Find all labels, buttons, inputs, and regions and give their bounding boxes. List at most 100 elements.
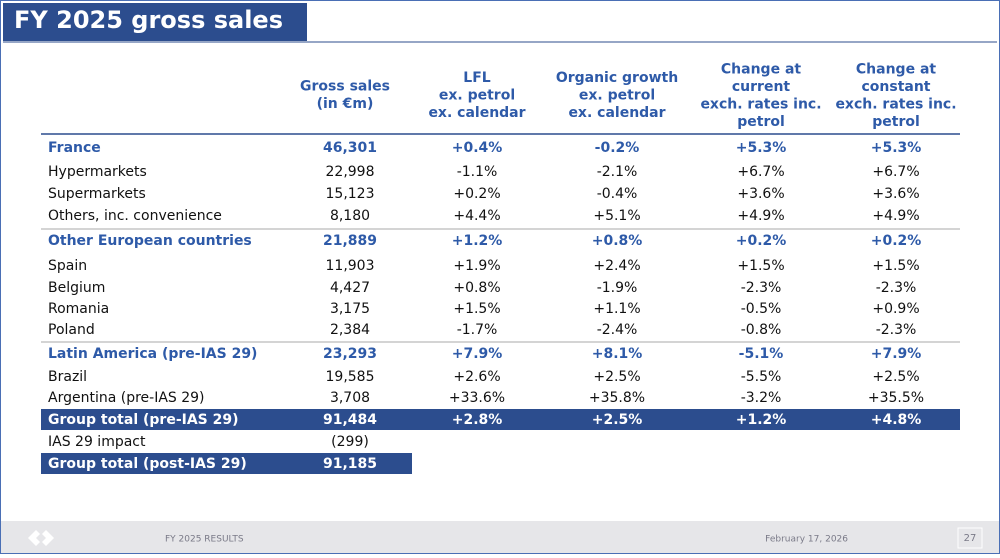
column-header: current bbox=[732, 79, 791, 95]
row-label: Romania bbox=[48, 301, 109, 317]
cell: +2.8% bbox=[452, 412, 503, 428]
cell: 46,301 bbox=[323, 140, 377, 156]
cell: +1.2% bbox=[736, 412, 787, 428]
cell: +0.2% bbox=[736, 233, 787, 249]
cell: +0.8% bbox=[592, 233, 643, 249]
cell: -5.1% bbox=[739, 346, 784, 362]
total-bar bbox=[41, 453, 412, 474]
row-label: Other European countries bbox=[48, 233, 252, 249]
cell: 19,585 bbox=[326, 369, 375, 385]
cell: 3,708 bbox=[330, 390, 370, 406]
column-header: constant bbox=[861, 79, 930, 95]
cell: -5.5% bbox=[741, 369, 782, 385]
cell: +6.7% bbox=[872, 164, 919, 180]
cell: +0.2% bbox=[453, 186, 500, 202]
row-label: Poland bbox=[48, 322, 95, 338]
cell: -2.4% bbox=[597, 322, 638, 338]
row-label: Group total (post-IAS 29) bbox=[48, 456, 247, 472]
cell: 91,185 bbox=[323, 456, 377, 472]
cell: +4.9% bbox=[872, 208, 919, 224]
cell: +0.9% bbox=[872, 301, 919, 317]
cell: -0.4% bbox=[597, 186, 638, 202]
column-header: exch. rates inc. bbox=[700, 97, 821, 113]
cell: +5.1% bbox=[593, 208, 640, 224]
row-label: France bbox=[48, 140, 101, 156]
cell: +35.8% bbox=[589, 390, 645, 406]
cell: +4.9% bbox=[737, 208, 784, 224]
row-label: Belgium bbox=[48, 280, 105, 296]
footer-label: FY 2025 RESULTS bbox=[165, 535, 244, 545]
cell: +2.5% bbox=[872, 369, 919, 385]
column-header: ex. petrol bbox=[439, 88, 515, 104]
cell: 22,998 bbox=[326, 164, 375, 180]
column-header: LFL bbox=[463, 70, 490, 86]
row-label: IAS 29 impact bbox=[48, 434, 146, 450]
row-label: Supermarkets bbox=[48, 186, 146, 202]
column-header: Gross sales bbox=[300, 79, 390, 95]
cell: 15,123 bbox=[326, 186, 375, 202]
footer-date: February 17, 2026 bbox=[765, 535, 848, 545]
cell: +5.3% bbox=[871, 140, 922, 156]
cell: +6.7% bbox=[737, 164, 784, 180]
cell: +35.5% bbox=[868, 390, 924, 406]
total-bar bbox=[41, 409, 960, 430]
cell: -0.2% bbox=[595, 140, 640, 156]
cell: +0.8% bbox=[453, 280, 500, 296]
row-label: Argentina (pre-IAS 29) bbox=[48, 390, 205, 406]
cell: 11,903 bbox=[326, 258, 375, 274]
cell: -3.2% bbox=[741, 390, 782, 406]
cell: -2.1% bbox=[597, 164, 638, 180]
cell: +1.1% bbox=[593, 301, 640, 317]
cell: +8.1% bbox=[592, 346, 643, 362]
row-label: Brazil bbox=[48, 369, 87, 385]
column-header: ex. calendar bbox=[568, 105, 665, 121]
cell: -0.5% bbox=[741, 301, 782, 317]
title: FY 2025 gross sales bbox=[14, 6, 283, 34]
cell: +33.6% bbox=[449, 390, 505, 406]
cell: +4.4% bbox=[453, 208, 500, 224]
cell: 8,180 bbox=[330, 208, 370, 224]
cell: 23,293 bbox=[323, 346, 377, 362]
cell: +3.6% bbox=[872, 186, 919, 202]
column-header: Organic growth bbox=[556, 70, 678, 86]
cell: +0.2% bbox=[871, 233, 922, 249]
row-label: Hypermarkets bbox=[48, 164, 147, 180]
column-header: ex. petrol bbox=[579, 88, 655, 104]
page-box bbox=[957, 527, 983, 549]
cell: +2.5% bbox=[593, 369, 640, 385]
cell: +2.6% bbox=[453, 369, 500, 385]
cell: +4.8% bbox=[871, 412, 922, 428]
column-header: ex. calendar bbox=[428, 105, 525, 121]
cell: -1.7% bbox=[457, 322, 498, 338]
cell: 91,484 bbox=[323, 412, 377, 428]
column-header: petrol bbox=[872, 114, 920, 130]
cell: +0.4% bbox=[452, 140, 503, 156]
column-header: (in €m) bbox=[317, 96, 374, 112]
cell: 21,889 bbox=[323, 233, 377, 249]
row-label: Spain bbox=[48, 258, 87, 274]
cell: +1.9% bbox=[453, 258, 500, 274]
cell: -2.3% bbox=[876, 280, 917, 296]
cell: -1.9% bbox=[597, 280, 638, 296]
page-number: 27 bbox=[964, 533, 977, 544]
cell: +2.4% bbox=[593, 258, 640, 274]
cell: +2.5% bbox=[592, 412, 643, 428]
title-box bbox=[3, 3, 307, 41]
cell: -2.3% bbox=[876, 322, 917, 338]
cell: +3.6% bbox=[737, 186, 784, 202]
cell: +1.5% bbox=[737, 258, 784, 274]
cell: +1.5% bbox=[453, 301, 500, 317]
row-label: Group total (pre-IAS 29) bbox=[48, 412, 239, 428]
cell: 4,427 bbox=[330, 280, 370, 296]
row-label: Latin America (pre-IAS 29) bbox=[48, 346, 257, 362]
cell: -0.8% bbox=[741, 322, 782, 338]
column-header: Change at bbox=[721, 62, 801, 78]
column-header: petrol bbox=[737, 114, 785, 130]
logo bbox=[28, 530, 54, 546]
column-header: Change at bbox=[856, 62, 936, 78]
cell: -2.3% bbox=[741, 280, 782, 296]
cell: (299) bbox=[331, 434, 369, 450]
cell: +1.2% bbox=[452, 233, 503, 249]
